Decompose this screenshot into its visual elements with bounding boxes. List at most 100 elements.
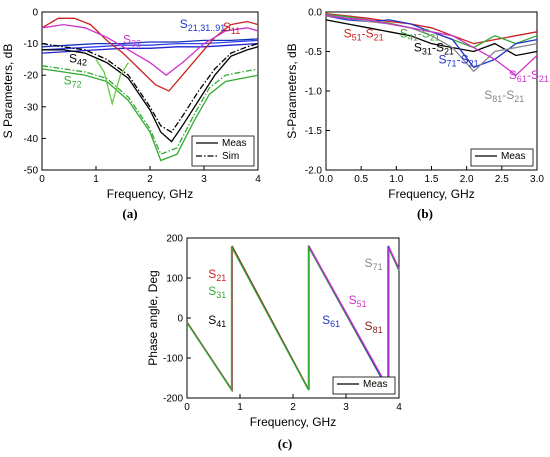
series-line-3 bbox=[308, 246, 400, 392]
annotation-s: S bbox=[509, 68, 517, 82]
annotation-dash: - bbox=[362, 26, 366, 40]
legend-box bbox=[332, 376, 396, 395]
y-axis-label: S-Parameters, dB bbox=[285, 43, 299, 138]
y-tick-label: -50 bbox=[24, 166, 39, 177]
legend-entry-label: Meas bbox=[363, 379, 387, 390]
y-axis-label: Phase angle, Deg bbox=[146, 270, 160, 365]
annotation-s: S bbox=[531, 68, 539, 82]
annotation-s: S bbox=[422, 26, 430, 40]
annotation-s: S bbox=[506, 88, 514, 102]
series-line-4 bbox=[325, 15, 538, 73]
annotation-dash: - bbox=[432, 41, 436, 55]
annotation-dash: - bbox=[418, 26, 422, 40]
annotation-sub: 21 bbox=[469, 58, 479, 68]
x-axis-label: Frequency, GHz bbox=[107, 187, 193, 201]
x-tick-label: 1.0 bbox=[389, 174, 403, 185]
x-tick-label: 0 bbox=[39, 174, 45, 185]
chart-b: 0.0 0.5 1.0 1.5 2.0 2.5 3.0 0.0 -0.5 -1.0 -1.5 -2.0… bbox=[285, 8, 549, 222]
series-line-6 bbox=[41, 42, 259, 133]
x-tick-label: 2 bbox=[147, 174, 153, 185]
annotation-label-2: S41​ bbox=[208, 313, 226, 329]
annotation-s: S bbox=[123, 33, 131, 47]
annotation-label-3: S61​ bbox=[322, 313, 340, 329]
annotation-sub: 71 bbox=[373, 262, 383, 272]
annotation-sub: 72 bbox=[72, 80, 82, 90]
annotation-label-5: S71​ bbox=[365, 256, 383, 272]
annotation-sub: 11 bbox=[231, 26, 240, 36]
annotation-s: S bbox=[436, 41, 444, 55]
annotation-sub: 21 bbox=[374, 32, 384, 42]
annotation-label-4: S72​ bbox=[64, 74, 82, 90]
x-tick-label: 0 bbox=[184, 402, 190, 413]
annotation-sub: 81 bbox=[373, 325, 383, 335]
annotation-sub: 21,31..91 bbox=[188, 23, 226, 33]
x-axis-label: Frequency, GHz bbox=[250, 415, 336, 429]
series-line-0 bbox=[41, 42, 259, 54]
series-line-2 bbox=[325, 19, 538, 57]
annotation-label-1: S41​-S21​ bbox=[400, 26, 440, 42]
y-tick-label: 0 bbox=[32, 8, 38, 19]
legend-box bbox=[191, 135, 255, 167]
figure-caption: (c) bbox=[278, 436, 292, 451]
chart-a: 0 1 2 3 4 0 -10 -20 -30 -40 -50 Frequency, GHz S Par… bbox=[1, 8, 261, 222]
annotation-s: S bbox=[180, 17, 188, 31]
legend-entry-label: Sim bbox=[222, 151, 239, 162]
series-line-9 bbox=[95, 59, 129, 107]
annotation-sub: 31 bbox=[216, 290, 226, 300]
annotation-label-0: S21​ bbox=[208, 267, 226, 283]
annotation-sub: 21 bbox=[216, 273, 226, 283]
annotation-dash: - bbox=[457, 52, 461, 66]
annotation-s: S bbox=[439, 52, 447, 66]
annotation-s: S bbox=[365, 319, 373, 333]
x-tick-label: 1.5 bbox=[425, 174, 439, 185]
y-tick-label: -1.5 bbox=[305, 126, 323, 137]
figure-caption: (a) bbox=[122, 206, 137, 221]
annotation-dash: - bbox=[527, 68, 531, 82]
annotation-label-0: S51​-S21​ bbox=[344, 26, 384, 42]
y-tick-label: -30 bbox=[24, 102, 39, 113]
annotation-sub: 21 bbox=[539, 74, 549, 84]
legend-entry-label: Meas bbox=[501, 151, 525, 162]
annotation-label-0: S21,31..91​ bbox=[180, 17, 226, 33]
y-tick-label: -20 bbox=[24, 71, 39, 82]
series-line-7 bbox=[41, 68, 259, 162]
figure-caption: (b) bbox=[417, 206, 433, 221]
plot-frame bbox=[186, 237, 400, 399]
annotation-label-5: S61​-S21​ bbox=[509, 68, 549, 84]
annotation-s: S bbox=[349, 293, 357, 307]
y-tick-label: 200 bbox=[166, 234, 183, 245]
annotation-s: S bbox=[366, 26, 374, 40]
y-tick-label: 0 bbox=[177, 314, 183, 325]
y-tick-label: 0.0 bbox=[308, 8, 322, 19]
annotation-sub: 71 bbox=[447, 58, 457, 68]
annotation-sub: 41 bbox=[408, 32, 418, 42]
annotation-label-6: S81​ bbox=[365, 319, 383, 335]
y-tick-label: -100 bbox=[163, 354, 183, 365]
x-tick-label: 2.0 bbox=[460, 174, 474, 185]
annotation-sub: 61 bbox=[517, 74, 527, 84]
annotation-label-4: S51​ bbox=[349, 293, 367, 309]
annotation-sub: 81 bbox=[492, 94, 502, 104]
legend-box bbox=[470, 148, 534, 167]
y-tick-label: -0.5 bbox=[305, 47, 323, 58]
annotation-s: S bbox=[484, 88, 492, 102]
annotation-label-4: S81​-S21​ bbox=[484, 88, 524, 104]
x-tick-label: 3.0 bbox=[530, 174, 544, 185]
y-axis-label: S Parameters, dB bbox=[1, 44, 15, 139]
x-tick-label: 0.5 bbox=[354, 174, 368, 185]
series-line-1 bbox=[41, 39, 259, 51]
legend-entry-label: Meas bbox=[222, 138, 246, 149]
x-tick-label: 4 bbox=[396, 402, 402, 413]
annotation-sub: 21 bbox=[430, 32, 440, 42]
annotation-s: S bbox=[344, 26, 352, 40]
series-line-2 bbox=[41, 38, 259, 48]
annotation-s: S bbox=[400, 26, 408, 40]
series-line-3 bbox=[41, 17, 259, 92]
annotation-sub: 21 bbox=[444, 47, 454, 57]
annotation-s: S bbox=[64, 74, 72, 88]
x-tick-label: 1 bbox=[237, 402, 243, 413]
y-tick-label: -40 bbox=[24, 134, 39, 145]
x-tick-label: 4 bbox=[255, 174, 261, 185]
annotation-s: S bbox=[322, 313, 330, 327]
